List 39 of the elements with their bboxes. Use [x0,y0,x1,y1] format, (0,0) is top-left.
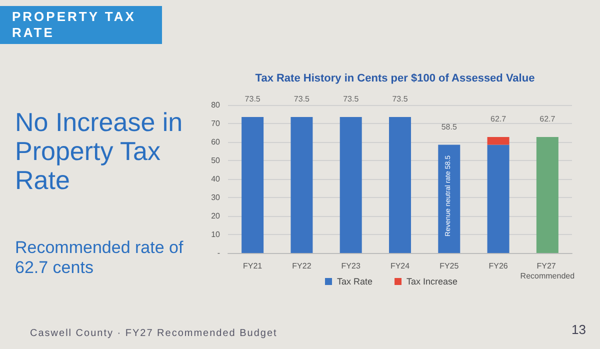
legend-label: Tax Increase [406,276,458,286]
bar [536,137,558,253]
x-tick-label: FY23 [341,262,361,270]
x-tick-label: FY24 [390,262,410,270]
y-tick-label: 70 [211,119,221,128]
bar [242,117,264,253]
total-label: 62.7 [540,114,556,124]
bar [487,137,510,145]
text: Recommended rate of 62.7 cents [15,238,184,278]
total-label: 73.5 [294,94,310,104]
bar [340,117,362,253]
text: PROPERTY TAX RATE [0,6,162,44]
x-tick-label: FY25 [440,262,460,270]
y-tick-label: 50 [211,156,221,165]
y-tick-label: 40 [211,174,221,184]
bar [487,144,510,253]
y-tick-label: 30 [211,193,221,202]
x-tick-label: FY27 Recommended [520,262,575,280]
text: Caswell County · FY27 Recommended Budget [30,328,278,339]
total-label: 73.5 [392,94,408,104]
bar [389,117,411,253]
bar [290,117,313,253]
x-tick-label: FY21 [243,262,263,270]
legend-label: Tax Rate [337,276,373,286]
total-label: 73.5 [343,94,360,104]
bar [438,144,460,253]
text: No Increase in Property Tax Rate [15,107,184,195]
x-tick-label: FY26 [488,262,508,270]
x-tick-label: FY22 [292,262,312,270]
total-label: 58.5 [441,122,458,132]
total-label: 62.7 [490,114,507,124]
chart-title: Tax Rate History in Cents per $100 of Assessed Value [255,72,535,84]
total-label: 73.5 [244,94,261,104]
y-tick-label: 10 [211,230,221,239]
text: 13 [572,322,586,337]
y-tick-label: 60 [211,138,221,146]
y-tick-label: - [217,248,220,258]
y-tick-label: 20 [211,212,221,220]
y-tick-label: 80 [211,100,221,110]
